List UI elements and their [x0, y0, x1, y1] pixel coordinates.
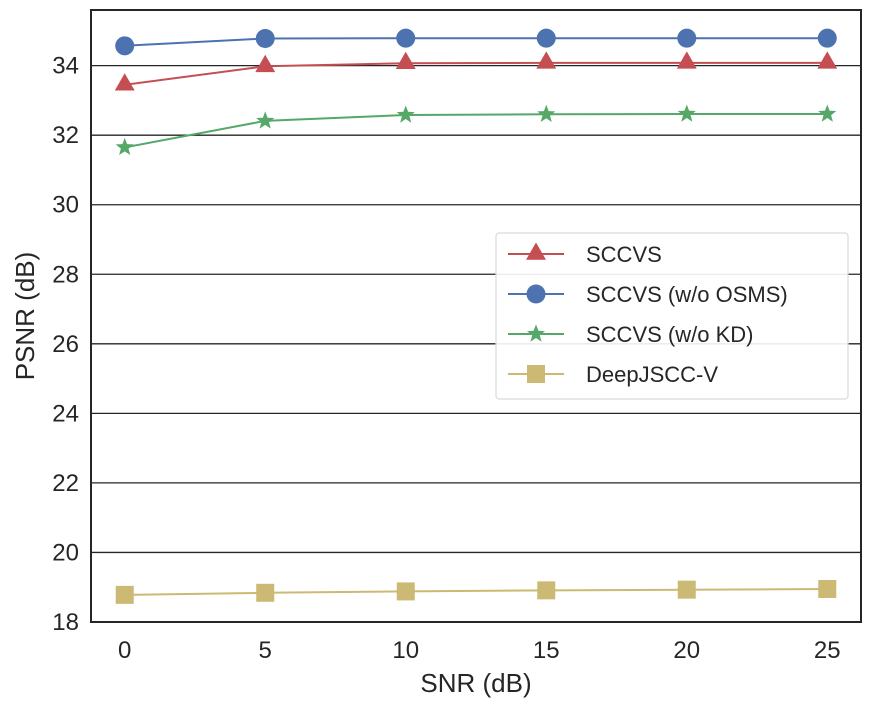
data-point-3-1: [256, 583, 275, 602]
y-tick-label-30: 30: [52, 192, 79, 219]
series-3: [115, 579, 837, 604]
data-point-2-2: [396, 105, 415, 123]
data-point-2-4: [677, 104, 696, 122]
y-axis-title: PSNR (dB): [10, 252, 40, 381]
y-tick-label-22: 22: [52, 470, 79, 497]
data-point-0-2: [395, 51, 416, 69]
legend-box: [495, 232, 849, 400]
data-point-3-0: [115, 585, 134, 604]
y-tick-label-18: 18: [52, 609, 79, 636]
data-point-1-2: [396, 28, 416, 48]
data-point-2-0: [115, 137, 134, 155]
series-line-3: [124, 588, 828, 596]
data-point-0-1: [255, 54, 276, 73]
data-point-3-4: [677, 580, 696, 599]
y-tick-label-34: 34: [52, 53, 79, 80]
series-1: [115, 28, 837, 56]
legend-marker-3: [527, 365, 545, 383]
data-point-3-3: [537, 581, 556, 600]
data-point-1-3: [536, 28, 556, 48]
x-tick-label-5: 5: [259, 637, 272, 664]
data-point-2-5: [818, 104, 837, 122]
legend-marker-0: [526, 242, 546, 260]
data-point-1-0: [115, 36, 135, 56]
x-tick-label-0: 0: [118, 637, 131, 664]
series-2: [115, 104, 837, 155]
legend: SCCVS SCCVS (w/o OSMS) SCCVS (w/o KD) DeepJ…: [495, 232, 849, 400]
y-tick-label-24: 24: [52, 400, 79, 427]
series-0: [114, 51, 838, 91]
legend-marker-1: [526, 284, 546, 304]
data-point-0-5: [817, 51, 838, 69]
data-point-0-3: [536, 51, 557, 69]
legend-label-1: SCCVS (w/o OSMS): [586, 282, 788, 307]
data-point-1-4: [677, 28, 697, 48]
x-axis-title: SNR (dB): [420, 668, 531, 698]
data-point-0-4: [676, 51, 697, 69]
series-layer: [114, 28, 838, 604]
x-tick-label-25: 25: [814, 637, 841, 664]
data-point-3-2: [396, 582, 415, 601]
y-tick-label-20: 20: [52, 539, 79, 566]
data-point-3-5: [818, 579, 837, 598]
data-point-1-1: [255, 29, 275, 49]
x-tick-labels: 0 5 10 15 20 25: [118, 637, 841, 664]
series-line-2: [124, 113, 828, 149]
legend-marker-2: [527, 324, 545, 342]
data-point-2-1: [256, 111, 275, 129]
legend-label-3: DeepJSCC-V: [586, 362, 718, 387]
y-tick-labels: 18 20 22 24 26 28 30 32 34: [52, 53, 79, 636]
grid-lines: [91, 64, 861, 623]
x-tick-label-20: 20: [673, 637, 700, 664]
data-point-2-3: [537, 104, 556, 122]
y-tick-label-26: 26: [52, 331, 79, 358]
y-tick-label-28: 28: [52, 261, 79, 288]
y-tick-label-32: 32: [52, 122, 79, 149]
data-point-0-0: [114, 73, 135, 91]
series-line-1: [124, 37, 828, 47]
legend-label-0: SCCVS: [586, 242, 662, 267]
data-point-1-5: [817, 28, 837, 48]
series-line-0: [124, 61, 828, 86]
plot-frame: [90, 9, 862, 623]
legend-label-2: SCCVS (w/o KD): [586, 322, 753, 347]
x-tick-label-10: 10: [392, 637, 419, 664]
x-tick-label-15: 15: [533, 637, 560, 664]
